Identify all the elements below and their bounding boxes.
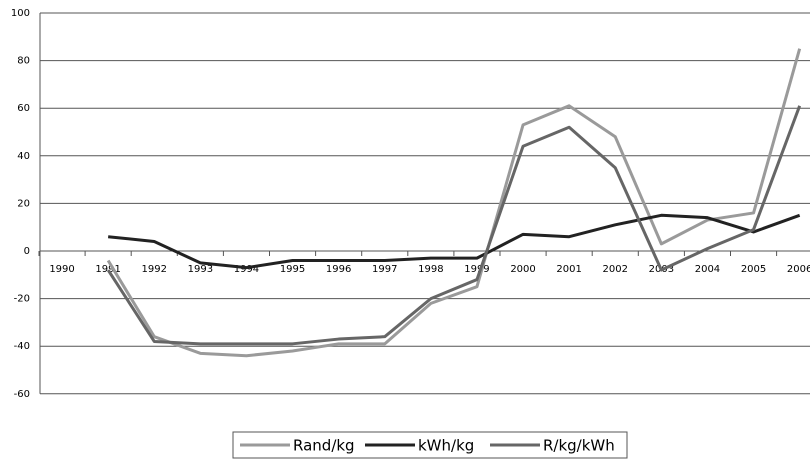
x-tick-label: 1995 — [280, 264, 305, 275]
x-tick-label: 2005 — [741, 264, 766, 275]
x-tick-label: 2006 — [787, 264, 810, 275]
x-tick-label: 2000 — [510, 264, 535, 275]
line-series — [106, 48, 802, 358]
x-tick-label: 1998 — [418, 264, 443, 275]
x-tick-label: 1996 — [326, 264, 351, 275]
y-tick-label: -60 — [14, 389, 30, 400]
x-tick-label: 2002 — [603, 264, 628, 275]
legend-label: Rand/kg — [293, 437, 355, 455]
x-tick-label: 1997 — [372, 264, 397, 275]
y-tick-label: -40 — [14, 341, 30, 352]
x-tick-label: 1992 — [142, 264, 167, 275]
legend-label: R/kg/kWh — [543, 437, 615, 455]
x-tick-label: 1991 — [95, 264, 120, 275]
legend-box — [232, 431, 628, 459]
y-tick-label: 40 — [17, 151, 30, 162]
x-tick-label: 2001 — [556, 264, 581, 275]
y-tick-label: 80 — [17, 56, 30, 67]
y-tick-label: -20 — [14, 294, 30, 305]
line-series — [106, 105, 802, 346]
y-tick-label: 20 — [17, 198, 30, 209]
y-tick-label: 0 — [24, 246, 30, 257]
line-series — [107, 213, 801, 270]
x-tick-label: 1990 — [49, 264, 74, 275]
y-tick-label: 100 — [11, 8, 30, 19]
legend-label: kWh/kg — [418, 437, 474, 455]
x-tick-label: 2004 — [695, 264, 720, 275]
legend: Rand/kg kWh/kg R/kg/kWh — [232, 431, 628, 459]
x-tick-label: 1999 — [464, 264, 489, 275]
y-tick-label: 60 — [17, 103, 30, 114]
x-tick-label: 1994 — [234, 264, 259, 275]
x-tick-label: 1993 — [188, 264, 213, 275]
